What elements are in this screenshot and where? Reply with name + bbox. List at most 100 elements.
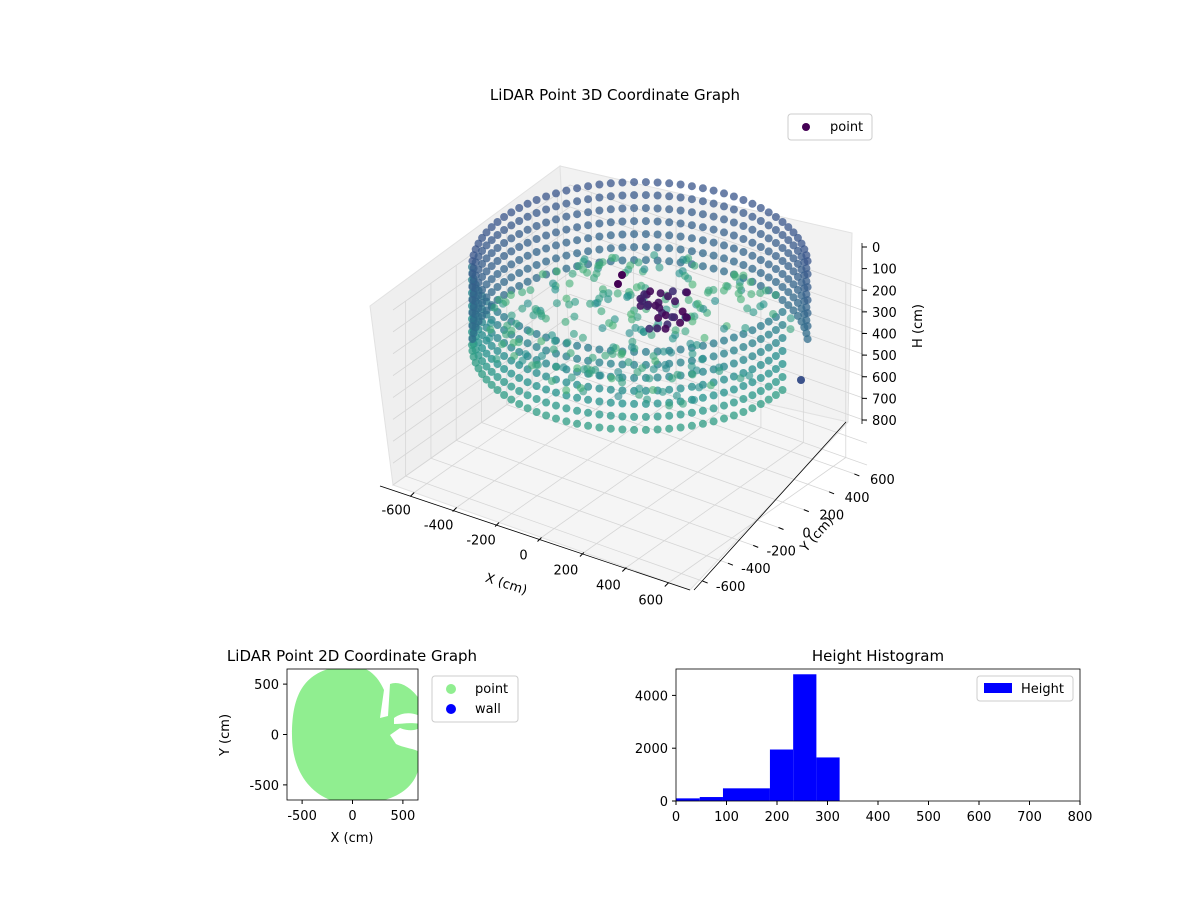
point-3d (771, 278, 780, 286)
point-3d (606, 205, 615, 214)
point-3d (665, 257, 674, 266)
point-3d (625, 329, 634, 338)
point-3d (565, 279, 574, 288)
point-3d (573, 419, 582, 428)
point-3d (595, 397, 604, 406)
grid-line-z (392, 359, 868, 486)
point-3d (661, 324, 670, 333)
point-3d (756, 269, 765, 277)
point-3d (715, 367, 724, 375)
point-3d (676, 318, 685, 327)
point-3d (709, 238, 718, 247)
point-3d (606, 398, 615, 407)
x-tick (537, 537, 542, 542)
point-3d (699, 304, 708, 313)
point-3d (493, 347, 502, 355)
x-tick (664, 582, 670, 587)
point-3d (741, 324, 750, 332)
point-3d (618, 178, 627, 187)
x-tick-label-2d: 500 (390, 809, 415, 824)
point-3d (778, 373, 787, 381)
point-3d (486, 319, 495, 328)
point-3d (618, 243, 627, 252)
point-3d (631, 323, 640, 332)
point-3d (789, 254, 798, 263)
point-3d (739, 209, 748, 217)
point-3d (661, 311, 670, 320)
y-tick (854, 473, 860, 477)
point-3d (734, 289, 743, 298)
point-3d (771, 239, 780, 247)
point-3d (550, 337, 559, 345)
point-3d (630, 243, 639, 252)
point-3d (552, 241, 560, 250)
point-3d (720, 375, 728, 384)
point-3d (698, 341, 707, 350)
x-tick-label-2d: 0 (348, 809, 356, 824)
point-3d (573, 249, 582, 258)
point-3d (584, 408, 593, 417)
legend-3d: point (787, 113, 873, 141)
point-3d (778, 218, 787, 226)
point-3d (595, 410, 604, 419)
point-3d (646, 287, 655, 296)
hist-x-tick-label: 200 (765, 810, 790, 825)
point-3d (523, 238, 532, 247)
point-3d (595, 180, 604, 189)
point-3d (562, 238, 571, 247)
point-3d (709, 391, 718, 400)
z-tick-label: 0 (872, 241, 880, 256)
point-3d (507, 208, 516, 217)
point-3d (671, 297, 679, 306)
point-3d (523, 225, 532, 234)
point-3d (764, 382, 773, 391)
point-3d (676, 384, 685, 393)
point-3d (748, 264, 757, 273)
point-3d (588, 353, 597, 362)
point-3d (532, 395, 541, 403)
point-3d (512, 319, 521, 328)
point-3d (656, 289, 665, 298)
point-3d (493, 386, 502, 394)
point-3d (618, 360, 627, 369)
point-3d (562, 417, 571, 426)
point-3d (618, 191, 627, 200)
hist-bar (722, 788, 770, 801)
z-tick-label: 300 (872, 306, 897, 321)
hist-x-tick-label: 500 (916, 810, 941, 825)
point-3d (729, 359, 738, 368)
point-3d (592, 269, 601, 278)
point-3d (784, 301, 793, 310)
point-3d (493, 321, 502, 329)
point-3d (756, 230, 765, 238)
point-3d (573, 184, 582, 193)
point-3d (643, 302, 652, 311)
point-3d (515, 400, 524, 408)
point-3d (720, 215, 728, 224)
point-3d (638, 364, 647, 373)
hist-y-tick-label: 4000 (635, 689, 668, 704)
point-3d (573, 197, 582, 206)
point-3d (552, 362, 561, 371)
point-3d (641, 412, 650, 421)
point-3d (595, 423, 604, 432)
hist-bar (769, 749, 794, 801)
point-3d (803, 322, 812, 331)
point-3d (486, 325, 495, 334)
y-tick (702, 580, 708, 584)
point-3d (606, 231, 615, 240)
point-3d (498, 340, 507, 349)
z-tick-label: 200 (872, 284, 897, 299)
point-3d (601, 351, 610, 360)
point-3d (671, 326, 680, 335)
point-3d (487, 380, 496, 389)
point-3d (764, 273, 773, 282)
chart2d-title: LiDAR Point 2D Coordinate Graph (227, 647, 477, 665)
point-3d (681, 327, 690, 336)
point-3d (690, 261, 699, 270)
point-3d (514, 338, 523, 347)
legend-hist-swatch (984, 683, 1012, 693)
point-3d (653, 425, 662, 434)
point-3d (598, 258, 607, 267)
point-3d (630, 399, 639, 408)
